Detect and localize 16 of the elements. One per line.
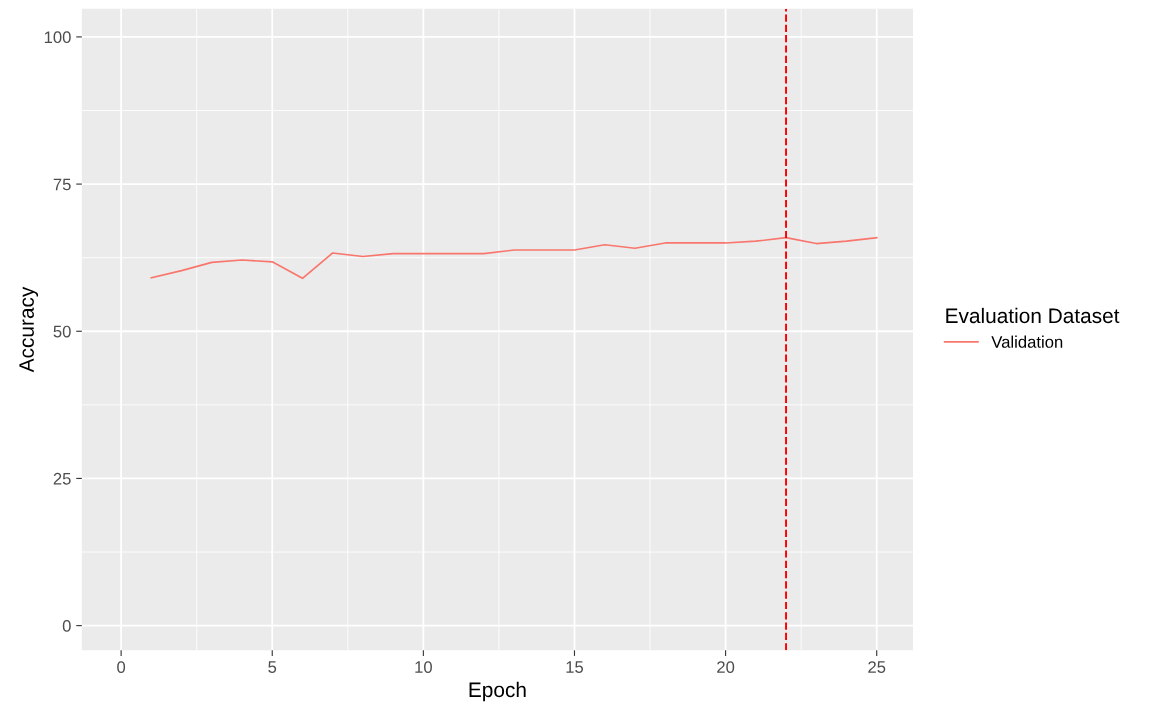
x-tick-label: 25 <box>868 661 886 673</box>
x-tick-label: 20 <box>717 661 735 673</box>
y-tick-label: 50 <box>53 325 71 338</box>
x-tick-label: 10 <box>415 661 432 673</box>
y-tick-label: 75 <box>53 178 71 191</box>
y-tick-label: 0 <box>62 620 71 632</box>
legend-title: Evaluation Dataset <box>946 307 1120 324</box>
x-tick-label: 5 <box>268 661 277 673</box>
y-axis-title: Accuracy <box>19 286 39 373</box>
legend-label: Validation <box>991 335 1063 348</box>
x-axis-title: Epoch <box>469 681 526 702</box>
line-series <box>150 236 878 280</box>
y-tick-label: 25 <box>53 472 71 485</box>
y-tick-label: 100 <box>44 31 71 44</box>
x-tick-label: 15 <box>566 661 584 673</box>
x-tick-label: 0 <box>117 661 126 673</box>
